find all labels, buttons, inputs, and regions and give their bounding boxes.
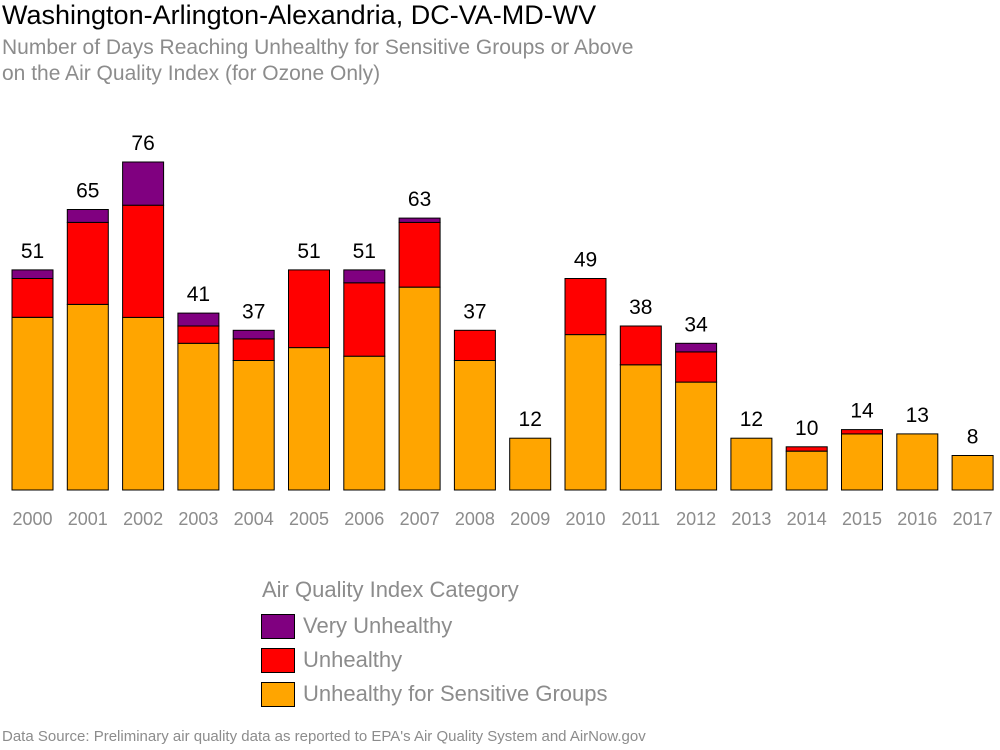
bar-2010-unhealthy (564, 278, 607, 336)
bar-2000-unhealthy (11, 278, 54, 318)
total-label-2008: 37 (463, 300, 486, 323)
chart-title: Washington-Arlington-Alexandria, DC-VA-M… (2, 0, 597, 30)
bar-2016-unhealthy-for-sensitive-groups (896, 433, 939, 491)
bar-2015-unhealthy-for-sensitive-groups (841, 433, 883, 491)
x-tick-label-2012: 2012 (676, 509, 716, 529)
bar-2012-very-unhealthy (675, 342, 718, 353)
total-label-2009: 12 (519, 408, 542, 431)
bar-2007-unhealthy (398, 221, 441, 288)
bar-2005-unhealthy (288, 269, 330, 349)
x-tick-label-2011: 2011 (621, 509, 660, 529)
x-tick-label-2010: 2010 (565, 509, 605, 529)
total-label-2010: 49 (574, 249, 597, 272)
bar-2006-very-unhealthy (343, 269, 386, 284)
x-tick-label-2004: 2004 (234, 509, 274, 529)
bar-2008-unhealthy (453, 329, 496, 361)
legend-title: Air Quality Index Category (262, 577, 519, 602)
bar-2002-unhealthy (122, 204, 165, 318)
total-label-2016: 13 (906, 404, 929, 427)
chart-subtitle-line-1: Number of Days Reaching Unhealthy for Se… (2, 36, 634, 59)
bar-2015-unhealthy (841, 429, 883, 435)
legend-label-very-unhealthy: Very Unhealthy (303, 613, 453, 638)
bar-2003-very-unhealthy (177, 312, 220, 327)
bar-2014-unhealthy-for-sensitive-groups (785, 450, 828, 491)
x-tick-label-2002: 2002 (123, 509, 163, 529)
bar-2013-unhealthy-for-sensitive-groups (730, 437, 773, 491)
x-tick-label-2016: 2016 (897, 509, 937, 529)
x-tick-label-2003: 2003 (178, 509, 218, 529)
legend-swatch-unhealthy-sensitive (261, 682, 295, 707)
bar-2001-very-unhealthy (66, 209, 109, 223)
total-label-2013: 12 (740, 408, 763, 431)
x-tick-label-2014: 2014 (787, 509, 827, 529)
legend-swatch-very-unhealthy (261, 614, 295, 639)
total-label-2005: 51 (297, 240, 320, 263)
total-label-2000: 51 (21, 240, 44, 263)
bar-2011-unhealthy-for-sensitive-groups (619, 364, 662, 491)
legend-label-unhealthy-sensitive: Unhealthy for Sensitive Groups (303, 681, 608, 706)
x-tick-label-2017: 2017 (953, 509, 993, 529)
bar-2007-unhealthy-for-sensitive-groups (398, 286, 441, 491)
total-label-2004: 37 (242, 300, 265, 323)
bar-2003-unhealthy (177, 325, 220, 344)
total-label-2015: 14 (850, 400, 874, 423)
legend-label-unhealthy: Unhealthy (303, 647, 403, 672)
total-label-2012: 34 (684, 313, 708, 336)
bar-2006-unhealthy-for-sensitive-groups (343, 355, 386, 491)
total-label-2003: 41 (187, 283, 210, 306)
x-tick-label-2000: 2000 (12, 509, 52, 529)
bar-2003-unhealthy-for-sensitive-groups (177, 342, 220, 491)
stacked-bar-chart: 51 2000 65 2001 76 2002 41 2003 37 2004 51 2005 51 20… (11, 132, 994, 529)
x-tick-label-2015: 2015 (842, 509, 882, 529)
total-label-2002: 76 (131, 132, 154, 155)
bar-2006-unhealthy (343, 282, 386, 357)
total-label-2006: 51 (353, 240, 376, 263)
total-label-2017: 8 (967, 426, 979, 449)
x-tick-label-2013: 2013 (731, 509, 771, 529)
bar-2017-unhealthy-for-sensitive-groups (951, 455, 994, 491)
bar-2002-very-unhealthy (122, 161, 165, 206)
data-source-note: Data Source: Preliminary air quality dat… (2, 728, 646, 745)
bar-2012-unhealthy (675, 351, 718, 383)
x-tick-label-2005: 2005 (289, 509, 329, 529)
bar-2005-unhealthy-for-sensitive-groups (288, 347, 330, 491)
bar-2000-unhealthy-for-sensitive-groups (11, 316, 54, 491)
bar-2004-unhealthy (232, 338, 275, 361)
total-label-2007: 63 (408, 188, 431, 211)
bar-2010-unhealthy-for-sensitive-groups (564, 334, 607, 491)
total-label-2011: 38 (629, 296, 652, 319)
bar-2011-unhealthy (619, 325, 662, 366)
x-tick-label-2007: 2007 (400, 509, 440, 529)
bar-2002-unhealthy-for-sensitive-groups (122, 316, 165, 491)
bar-2001-unhealthy (66, 221, 109, 305)
x-tick-label-2001: 2001 (68, 509, 108, 529)
bar-2008-unhealthy-for-sensitive-groups (453, 360, 496, 491)
bar-2007-very-unhealthy (398, 217, 441, 223)
bar-2004-unhealthy-for-sensitive-groups (232, 360, 275, 491)
bar-2009-unhealthy-for-sensitive-groups (509, 437, 552, 491)
x-tick-label-2008: 2008 (455, 509, 495, 529)
chart-subtitle-line-2: on the Air Quality Index (for Ozone Only… (2, 62, 381, 85)
bar-2014-unhealthy (785, 446, 828, 452)
x-tick-label-2009: 2009 (510, 509, 550, 529)
bar-2012-unhealthy-for-sensitive-groups (675, 381, 718, 491)
total-label-2001: 65 (76, 180, 99, 203)
bar-2001-unhealthy-for-sensitive-groups (66, 303, 109, 491)
x-tick-label-2006: 2006 (344, 509, 384, 529)
legend-swatch-unhealthy (261, 648, 295, 673)
total-label-2014: 10 (795, 417, 818, 440)
bar-2004-very-unhealthy (232, 329, 275, 340)
bar-2000-very-unhealthy (11, 269, 54, 279)
